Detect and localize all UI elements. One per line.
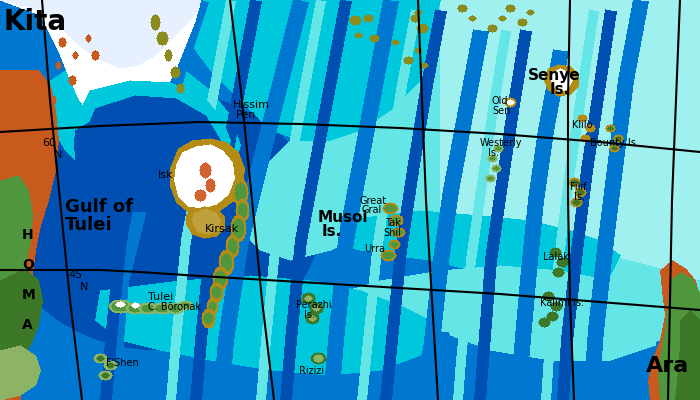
Text: Klilo: Klilo	[572, 120, 592, 130]
Text: Musoi: Musoi	[318, 210, 368, 225]
Text: Gral: Gral	[361, 205, 382, 215]
Text: Ara: Ara	[646, 356, 690, 376]
Text: M: M	[22, 288, 36, 302]
Text: Old: Old	[492, 96, 508, 106]
Text: Is.: Is.	[322, 224, 342, 239]
Text: Tak: Tak	[385, 218, 401, 228]
Text: Filif: Filif	[570, 182, 587, 192]
Text: Perazhi: Perazhi	[296, 300, 332, 310]
Text: Urra: Urra	[364, 244, 385, 254]
Text: 45: 45	[68, 270, 82, 280]
Text: Is.: Is.	[550, 82, 570, 97]
Text: Pen.: Pen.	[236, 110, 260, 120]
Text: Shil: Shil	[383, 228, 401, 238]
Text: Is.: Is.	[574, 192, 585, 202]
Text: F'Shen: F'Shen	[106, 358, 139, 368]
Text: N: N	[54, 150, 62, 160]
Text: Lalak: Lalak	[543, 252, 569, 262]
Text: Kita: Kita	[3, 8, 66, 36]
Text: Gulf of: Gulf of	[65, 198, 133, 216]
Text: A: A	[22, 318, 33, 332]
Text: Westerly: Westerly	[480, 138, 522, 148]
Text: 60: 60	[42, 138, 56, 148]
Text: N: N	[80, 282, 88, 292]
Text: Hissim: Hissim	[233, 100, 270, 110]
Text: Great: Great	[360, 196, 387, 206]
Text: Kalimi Is.: Kalimi Is.	[540, 298, 584, 308]
Text: Kirsak: Kirsak	[205, 224, 239, 234]
Text: O: O	[22, 258, 34, 272]
Text: Senye: Senye	[528, 68, 580, 83]
Text: Isk: Isk	[158, 170, 174, 180]
Text: Bounty Is: Bounty Is	[590, 138, 636, 148]
Text: Rizizi: Rizizi	[299, 366, 324, 376]
Text: Is.: Is.	[488, 148, 499, 158]
Text: Is.: Is.	[304, 310, 315, 320]
Text: C. Bōronak: C. Bōronak	[148, 302, 201, 312]
Text: H: H	[22, 228, 34, 242]
Text: Tulei: Tulei	[65, 216, 113, 234]
Text: Sen: Sen	[492, 106, 510, 116]
Text: Tulei: Tulei	[148, 292, 174, 302]
